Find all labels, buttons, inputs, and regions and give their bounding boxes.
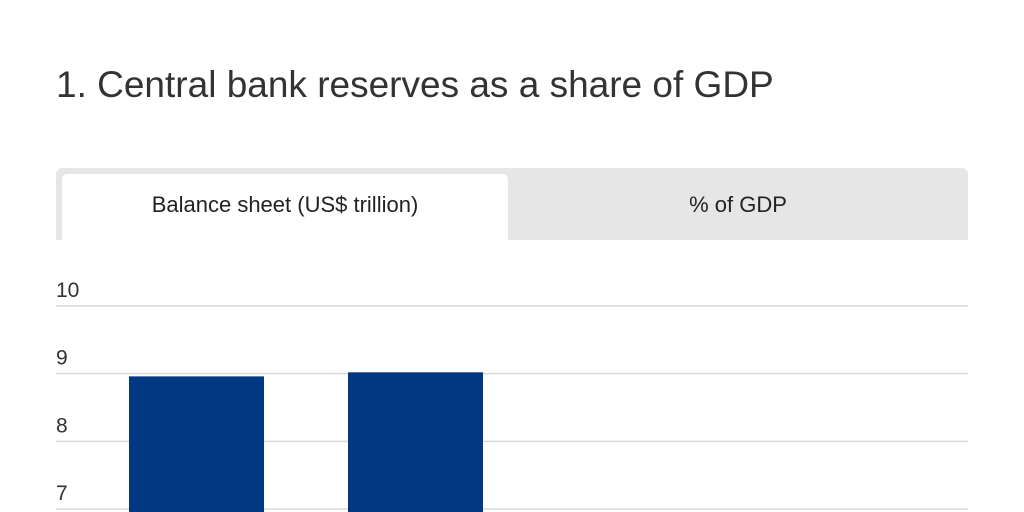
tab[interactable]: Balance sheet (US$ trillion) (62, 174, 508, 240)
page-title: 1. Central bank reserves as a share of G… (56, 64, 774, 105)
y-tick-label: 9 (56, 347, 68, 370)
bar (348, 372, 483, 512)
y-tick-label: 7 (56, 482, 68, 505)
tab[interactable]: % of GDP (689, 192, 787, 217)
bar (129, 376, 264, 512)
y-tick-label: 10 (56, 279, 79, 302)
tab-bar: Balance sheet (US$ trillion) % of GDP (56, 168, 968, 240)
y-tick-label: 8 (56, 414, 68, 437)
